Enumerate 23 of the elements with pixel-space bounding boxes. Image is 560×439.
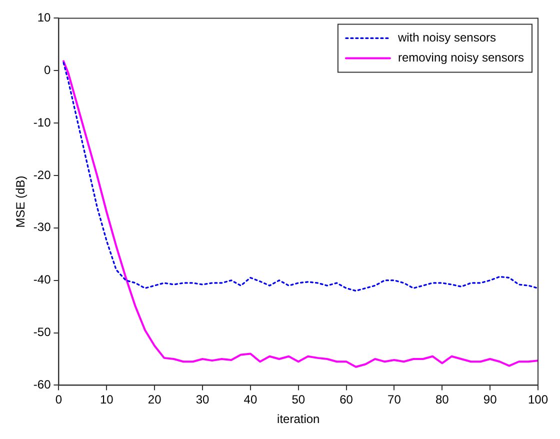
x-tick-label: 80 — [435, 392, 450, 407]
y-tick-label: -20 — [33, 168, 52, 182]
x-tick-label: 30 — [196, 392, 210, 407]
x-axis-title: iteration — [277, 412, 320, 426]
x-tick-label: 0 — [55, 392, 62, 407]
x-tick-label: 70 — [388, 392, 402, 407]
y-tick-label: -40 — [33, 272, 52, 287]
x-tick-label: 100 — [528, 392, 548, 407]
y-tick-label: -60 — [33, 378, 52, 392]
x-tick-label: 40 — [244, 392, 258, 407]
y-tick-label: -30 — [33, 220, 52, 234]
x-tick-label: 90 — [483, 392, 498, 407]
y-tick-label: -10 — [33, 115, 52, 130]
legend-label: removing noisy sensors — [398, 50, 524, 65]
x-tick-label: 60 — [340, 392, 354, 407]
y-tick-label: -50 — [33, 325, 52, 340]
y-tick-label: 0 — [44, 62, 52, 77]
x-tick-label: 20 — [148, 392, 162, 407]
x-tick-label: 50 — [292, 392, 306, 407]
y-axis-title: MSE (dB) — [14, 176, 28, 228]
x-tick-label: 10 — [100, 392, 114, 407]
legend-label: with noisy sensors — [396, 30, 496, 45]
y-tick-label: 10 — [37, 10, 52, 25]
